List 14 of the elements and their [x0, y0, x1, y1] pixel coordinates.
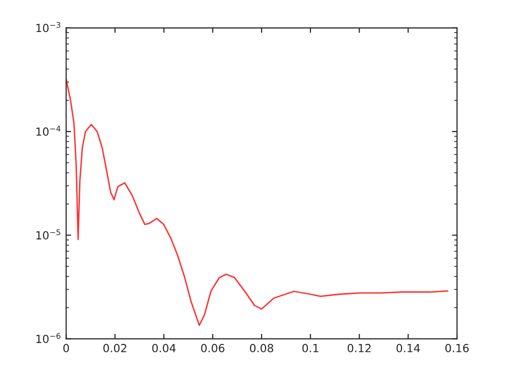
x-tick-label: 0.06: [201, 344, 224, 352]
line-series: [66, 78, 448, 326]
x-tick-label: 0.04: [152, 344, 176, 352]
x-tick-label: 0.16: [445, 344, 469, 352]
x-tick-label: 0.08: [250, 344, 274, 352]
x-tick-label: 0: [63, 344, 69, 352]
x-tick-label: 0.02: [103, 344, 126, 352]
y-tick-label: 10$^{−3}$: [36, 22, 60, 32]
y-tick-label: 10$^{−6}$: [36, 332, 60, 344]
x-tick-label: 0.1: [302, 344, 318, 352]
x-tick-label: 0.12: [348, 344, 371, 352]
y-tick-label: 10$^{−5}$: [36, 229, 60, 240]
x-tick-label: 0.14: [396, 344, 420, 352]
y-tick-label: 10$^{−4}$: [36, 126, 60, 136]
